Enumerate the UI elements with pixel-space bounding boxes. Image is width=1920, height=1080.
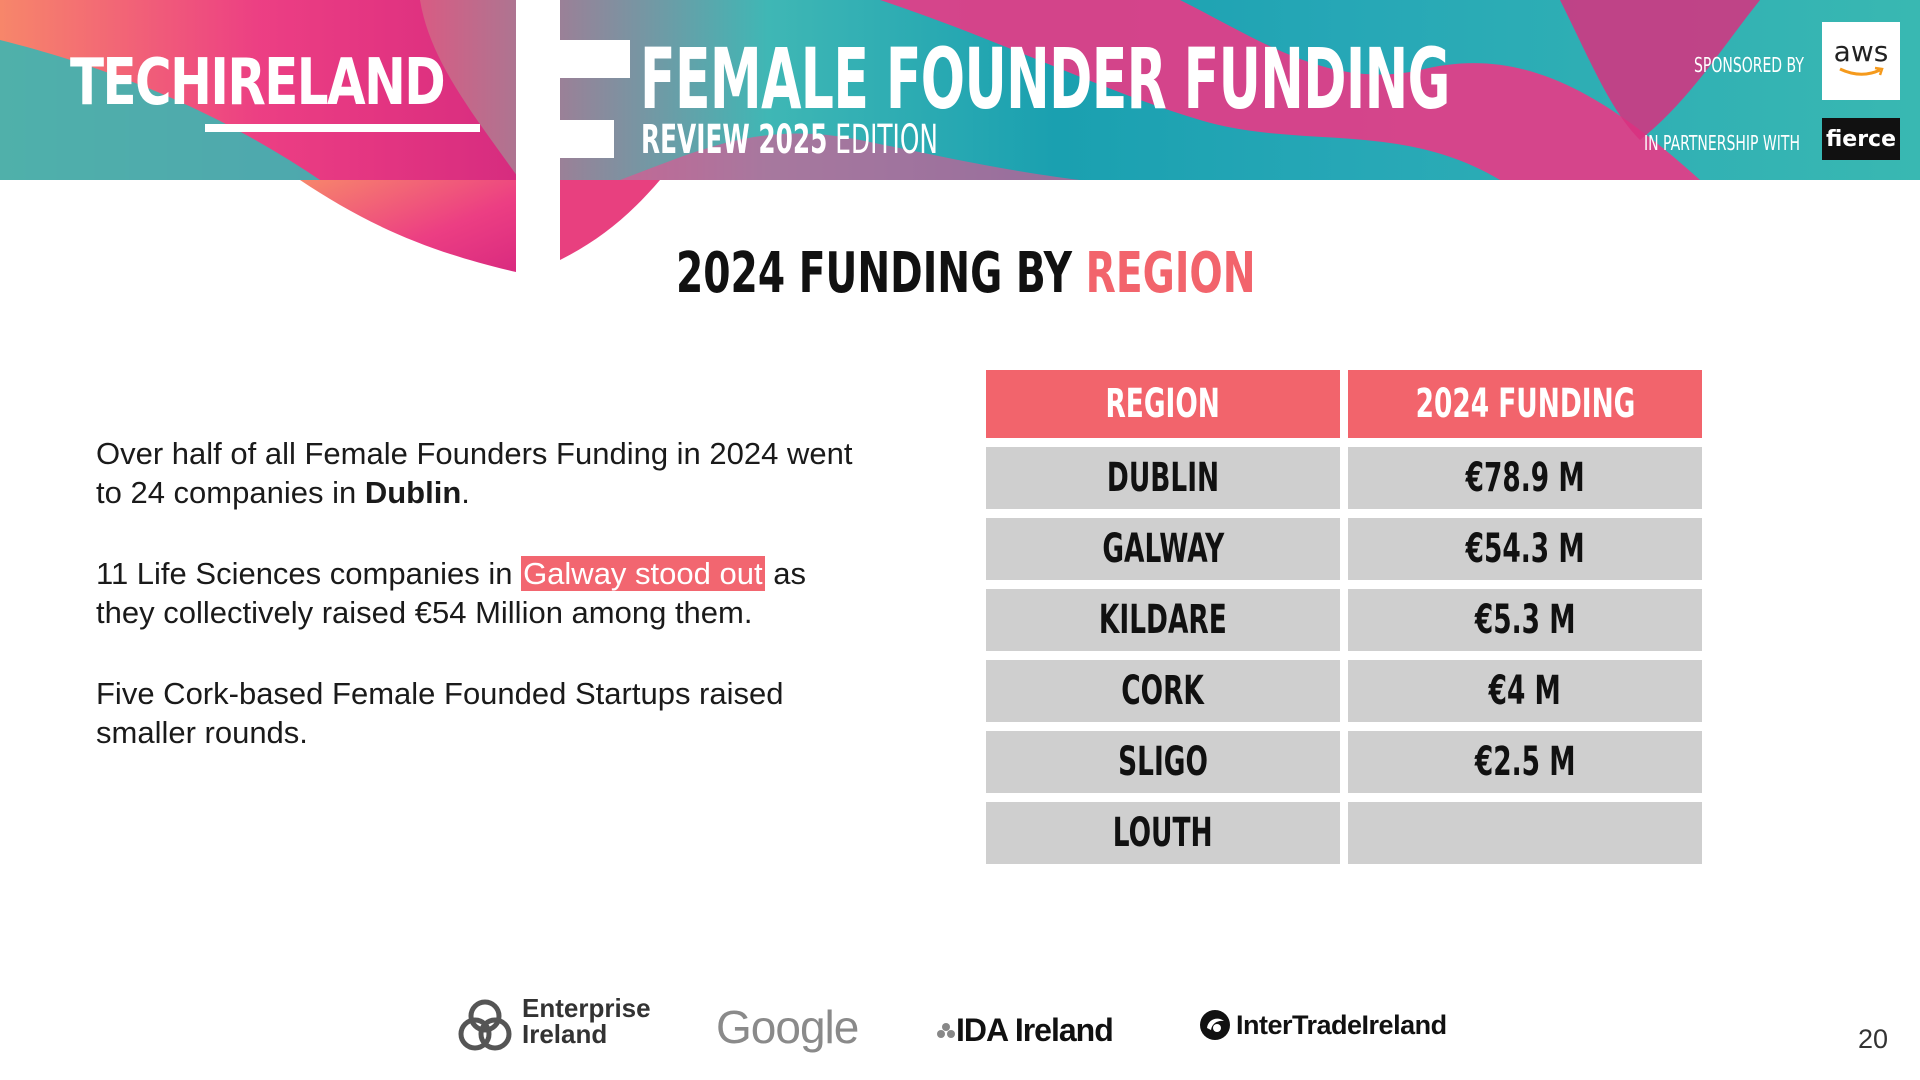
table-row: CORK €4 M [986, 660, 1702, 722]
ireland-text: Ireland [522, 1019, 608, 1049]
aws-logo-text: aws [1833, 35, 1889, 68]
subtitle-light: EDITION [827, 117, 938, 163]
region-cell: CORK [986, 660, 1340, 722]
enterprise-ireland-wordmark: Enterprise Ireland [522, 995, 651, 1047]
region-text: GALWAY [1102, 526, 1224, 572]
paragraph-galway: 11 Life Sciences companies in Galway sto… [96, 554, 866, 632]
table-row: KILDARE €5.3 M [986, 589, 1702, 651]
table-row: SLIGO €2.5 M [986, 731, 1702, 793]
header-cell-funding: 2024 FUNDING [1348, 370, 1702, 438]
funding-text: €54.3 M [1465, 526, 1585, 572]
header-cell-region: REGION [986, 370, 1340, 438]
paragraph-dublin-end: . [461, 475, 470, 510]
funding-cell: €54.3 M [1348, 518, 1702, 580]
region-text: DUBLIN [1106, 455, 1220, 501]
funding-cell [1348, 802, 1702, 864]
funding-cell: €4 M [1348, 660, 1702, 722]
ida-ireland-text: IDA Ireland [956, 1012, 1114, 1048]
funding-text: €4 M [1488, 668, 1562, 714]
funding-text: €78.9 M [1465, 455, 1585, 501]
fierce-logo-text: fierce [1825, 126, 1897, 152]
table-row: LOUTH [986, 802, 1702, 864]
table-row: GALWAY €54.3 M [986, 518, 1702, 580]
section-heading: 2024 FUNDING BY REGION [676, 244, 1256, 304]
report-title: FEMALE FOUNDER FUNDING [640, 30, 1450, 128]
paragraph-dublin-text: Over half of all Female Founders Funding… [96, 436, 853, 510]
report-subtitle: REVIEW 2025 EDITION [641, 118, 938, 162]
paragraph-dublin: Over half of all Female Founders Funding… [96, 434, 866, 512]
intertradeireland-logo: InterTradeIreland [1198, 1008, 1447, 1042]
funding-cell: €2.5 M [1348, 731, 1702, 793]
techireland-logo: TECHIRELAND [70, 46, 550, 132]
region-text: SLIGO [1118, 739, 1208, 785]
heading-part-2: REGION [1085, 241, 1256, 306]
region-cell: KILDARE [986, 589, 1340, 651]
region-cell: SLIGO [986, 731, 1340, 793]
region-cell: DUBLIN [986, 447, 1340, 509]
table-header-row: REGION 2024 FUNDING [986, 370, 1702, 438]
aws-logo: aws [1822, 22, 1900, 100]
intertrade-swirl-icon [1200, 1010, 1230, 1040]
partnership-label: IN PARTNERSHIP WITH [1644, 131, 1800, 155]
page-number: 20 [1858, 1024, 1889, 1054]
aws-smile-icon [1839, 66, 1884, 76]
logo-underline [205, 124, 480, 132]
fierce-logo: fierce [1822, 118, 1900, 160]
header-banner: TECHIRELAND FEMALE FOUNDER FUNDING REVIE… [0, 0, 1920, 180]
techireland-logo-text: TECHIRELAND [70, 46, 446, 120]
funding-table: REGION 2024 FUNDING DUBLIN €78.9 M GALWA… [986, 370, 1702, 873]
shamrock-icon [937, 1022, 955, 1038]
region-text: CORK [1121, 668, 1205, 714]
google-logo: Google [716, 1000, 859, 1054]
banner-background-art [0, 0, 1760, 180]
trinity-knot-icon [458, 999, 512, 1051]
enterprise-text: Enterprise [522, 993, 651, 1023]
galway-highlight: Galway stood out [521, 556, 765, 591]
ida-ireland-logo: IDA Ireland [936, 1012, 1114, 1049]
google-logo-text: Google [716, 1001, 859, 1053]
region-cell: LOUTH [986, 802, 1340, 864]
table-row: DUBLIN €78.9 M [986, 447, 1702, 509]
summary-text: Over half of all Female Founders Funding… [96, 434, 866, 794]
header-funding-text: 2024 FUNDING [1415, 381, 1635, 427]
region-text: KILDARE [1099, 597, 1227, 643]
region-text: LOUTH [1113, 810, 1213, 856]
heading-part-1: 2024 FUNDING BY [676, 241, 1086, 306]
sponsored-by-label: SPONSORED BY [1694, 53, 1804, 77]
paragraph-galway-start: 11 Life Sciences companies in [96, 556, 522, 591]
subtitle-bold: REVIEW 2025 [641, 117, 828, 163]
enterprise-ireland-logo: Enterprise Ireland [456, 995, 651, 1054]
region-cell: GALWAY [986, 518, 1340, 580]
header-region-text: REGION [1105, 381, 1221, 427]
paragraph-galway-end: as they collectively raised €54 Million … [96, 556, 806, 630]
paragraph-cork: Five Cork-based Female Founded Startups … [96, 676, 784, 750]
funding-cell: €78.9 M [1348, 447, 1702, 509]
funding-cell: €5.3 M [1348, 589, 1702, 651]
funding-text: €5.3 M [1474, 597, 1576, 643]
funding-text: €2.5 M [1474, 739, 1576, 785]
dublin-bold: Dublin [364, 475, 462, 510]
intertradeireland-text: InterTradeIreland [1236, 1009, 1447, 1040]
